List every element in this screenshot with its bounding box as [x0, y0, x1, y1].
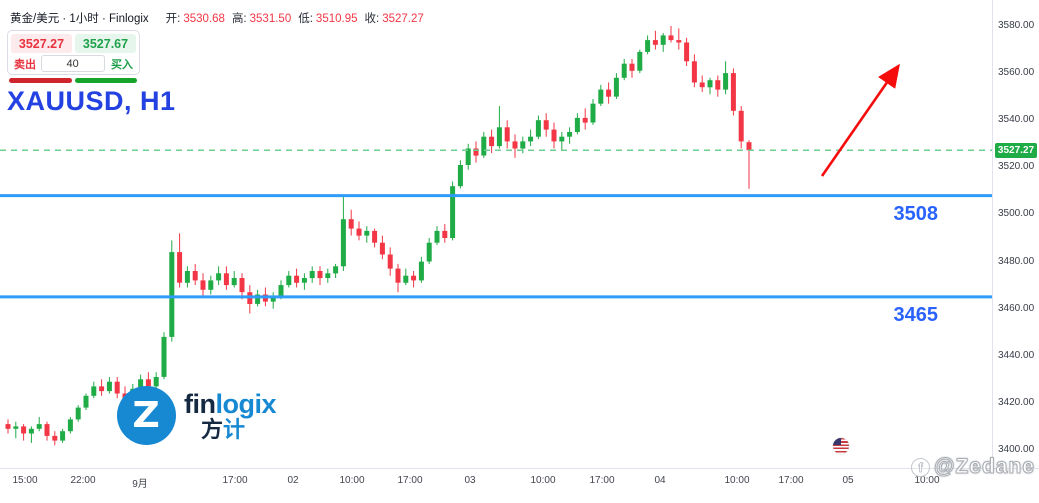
high-label: 高:	[231, 13, 247, 25]
sentiment-bar	[9, 78, 137, 83]
open-label: 开:	[165, 13, 181, 25]
symbol-description[interactable]: 黄金/美元 · 1小时 · Finlogix	[10, 13, 149, 25]
time-tick-label: 17:00	[589, 475, 615, 486]
price-tick-label: 3520.00	[998, 161, 1035, 173]
price-tick-label: 3560.00	[998, 67, 1035, 79]
zedane-watermark: f @Zedane	[911, 455, 1035, 479]
support-level-label: 3508	[893, 202, 939, 225]
price-tick-label: 3480.00	[998, 255, 1035, 267]
time-tick-label: 05	[842, 475, 854, 486]
price-axis[interactable]: 3527.27 3580.00 3560.00 3540.00 3520.00 3500…	[992, 0, 1039, 468]
buy-sentiment-bar	[74, 78, 137, 83]
sell-price-button[interactable]: 3527.27	[11, 34, 72, 53]
time-tick-label: 9月	[132, 479, 148, 490]
quantity-input[interactable]	[40, 55, 105, 72]
price-tick-label: 3500.00	[998, 208, 1035, 220]
price-tick-label: 3440.00	[998, 349, 1035, 361]
time-tick-label: 10:00	[914, 475, 940, 486]
brand-cn-suffix: 计	[223, 416, 246, 442]
chart-title: XAUUSD, H1	[7, 86, 176, 116]
finlogix-wordmark: finlogix 方计	[184, 388, 277, 442]
open-value: 3530.68	[183, 13, 225, 25]
brand-cn-prefix: 方	[201, 416, 224, 442]
finlogix-watermark: Z finlogix 方计	[117, 386, 277, 445]
time-tick-label: 03	[464, 475, 476, 486]
high-value: 3531.50	[249, 13, 292, 25]
price-tick-label: 3420.00	[998, 396, 1035, 408]
buy-button[interactable]: 买入	[110, 58, 133, 71]
time-tick-label: 10:00	[724, 475, 750, 486]
low-label: 低:	[298, 13, 313, 25]
logo-letter: Z	[132, 395, 161, 436]
support-level-label: 3465	[893, 303, 939, 326]
close-value: 3527.27	[382, 13, 424, 25]
price-tick-label: 3580.00	[998, 20, 1035, 31]
time-tick-label: 02	[287, 475, 299, 486]
brand-name-suffix: logix	[215, 388, 277, 419]
time-tick-label: 15:00	[12, 475, 38, 486]
time-tick-label: 10:00	[530, 475, 556, 486]
time-tick-label: 17:00	[778, 475, 804, 486]
close-label: 收:	[364, 13, 380, 25]
time-tick-label: 10:00	[339, 475, 365, 486]
low-value: 3510.95	[315, 13, 358, 25]
price-tick-label: 3400.00	[998, 444, 1035, 455]
candlestick-chart	[0, 26, 992, 446]
time-axis[interactable]: 15:00 22:00 9月 17:00 02 10:00 17:00 03 10:00 17:0…	[0, 468, 1039, 503]
us-flag-icon[interactable]	[833, 438, 849, 454]
order-widget: 3527.27 3527.67 卖出 买入	[7, 30, 140, 75]
last-price-label: 3527.27	[995, 142, 1037, 158]
chart-plot-area[interactable]: 黄金/美元 · 1小时 · Finlogix 开: 3530.68 高: 3531.50…	[0, 0, 992, 468]
sell-sentiment-bar	[9, 78, 72, 83]
time-tick-label: 17:00	[222, 475, 248, 486]
time-tick-label: 17:00	[397, 475, 423, 486]
buy-price-button[interactable]: 3527.67	[75, 34, 136, 53]
quote-bar: 黄金/美元 · 1小时 · Finlogix 开: 3530.68 高: 3531.50…	[10, 10, 424, 26]
flag-canton	[833, 438, 841, 445]
brand-name-prefix: fin	[184, 388, 216, 419]
sell-button[interactable]: 卖出	[14, 58, 36, 71]
price-tick-label: 3540.00	[998, 114, 1035, 126]
time-tick-label: 22:00	[70, 475, 96, 486]
zedane-icon: f	[911, 457, 930, 477]
credit-text: @Zedane	[934, 455, 1035, 479]
time-tick-label: 04	[654, 475, 666, 486]
finlogix-logo-icon: Z	[117, 386, 176, 445]
price-tick-label: 3460.00	[998, 302, 1035, 314]
